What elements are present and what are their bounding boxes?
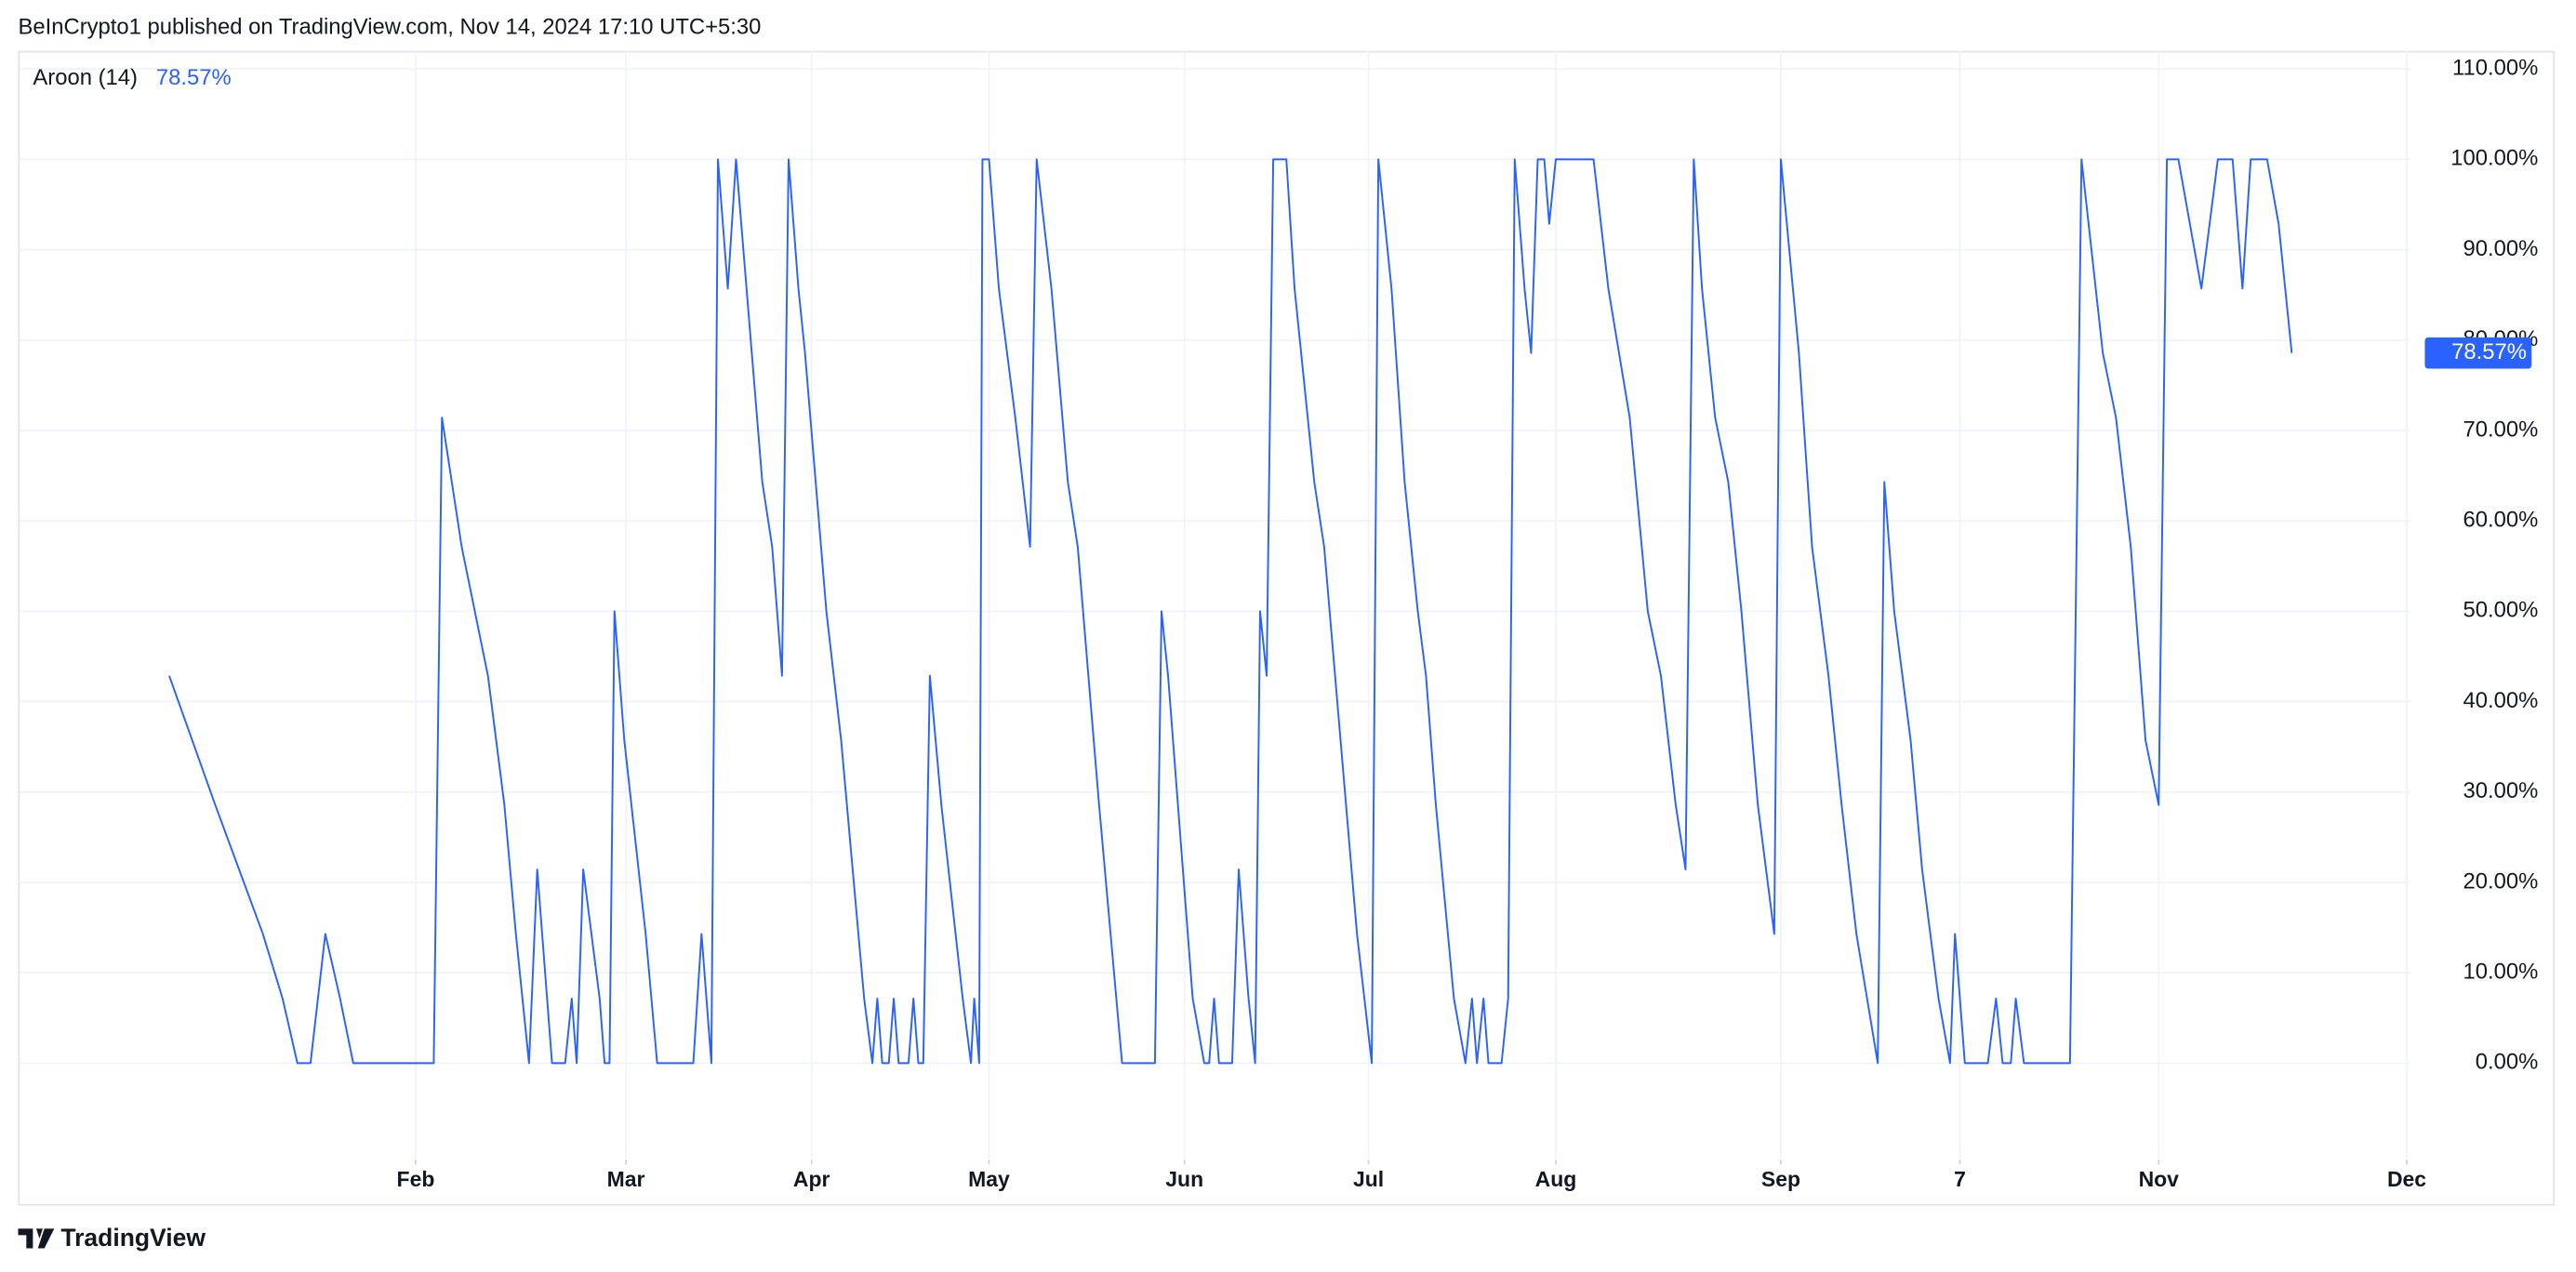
x-tick-label: Aug [1535,1167,1577,1191]
plot [168,158,2293,1065]
logo-icon [18,1228,55,1249]
price-tag [2424,337,2532,369]
y-tick-label: 30.00% [2463,778,2539,803]
frame [18,50,2555,1206]
x-tick-label: Jul [1353,1167,1384,1191]
legend-name: Aroon (14) [33,65,138,90]
x-tick-label: 7 [1954,1167,1966,1191]
y-tick-label: 20.00% [2463,868,2539,894]
x-tick-label: Jun [1165,1167,1203,1191]
x-tick-label: Sep [1761,1167,1800,1191]
x-tick-label: Feb [397,1167,435,1191]
y-tick-label: 0.00% [2476,1050,2539,1075]
y-tick-label: 100.00% [2450,146,2538,171]
y-tick-label: 10.00% [2463,959,2539,984]
y-tick-label: 110.00% [2452,55,2538,80]
x-tick-label: Apr [793,1167,830,1191]
x-tick-label: Dec [2387,1167,2426,1191]
series-line [168,158,2293,1065]
y-tick-label: 60.00% [2463,507,2539,532]
footer: TradingView [60,1224,206,1252]
y-tick-label: 50.00% [2463,598,2539,623]
price-tag-label: 78.57% [2451,339,2527,364]
x-tick-label: Nov [2139,1167,2180,1191]
y-tick-label: 40.00% [2463,688,2539,713]
footer-logo: TradingView [18,1224,206,1252]
x-tick-label: Mar [607,1167,645,1191]
legend-value: 78.57% [156,65,232,90]
x-tick-label: May [968,1167,1010,1191]
y-tick-label: 70.00% [2463,417,2539,442]
y-tick-label: 90.00% [2463,236,2539,261]
header: BeInCrypto1 published on TradingView.com… [18,14,761,39]
